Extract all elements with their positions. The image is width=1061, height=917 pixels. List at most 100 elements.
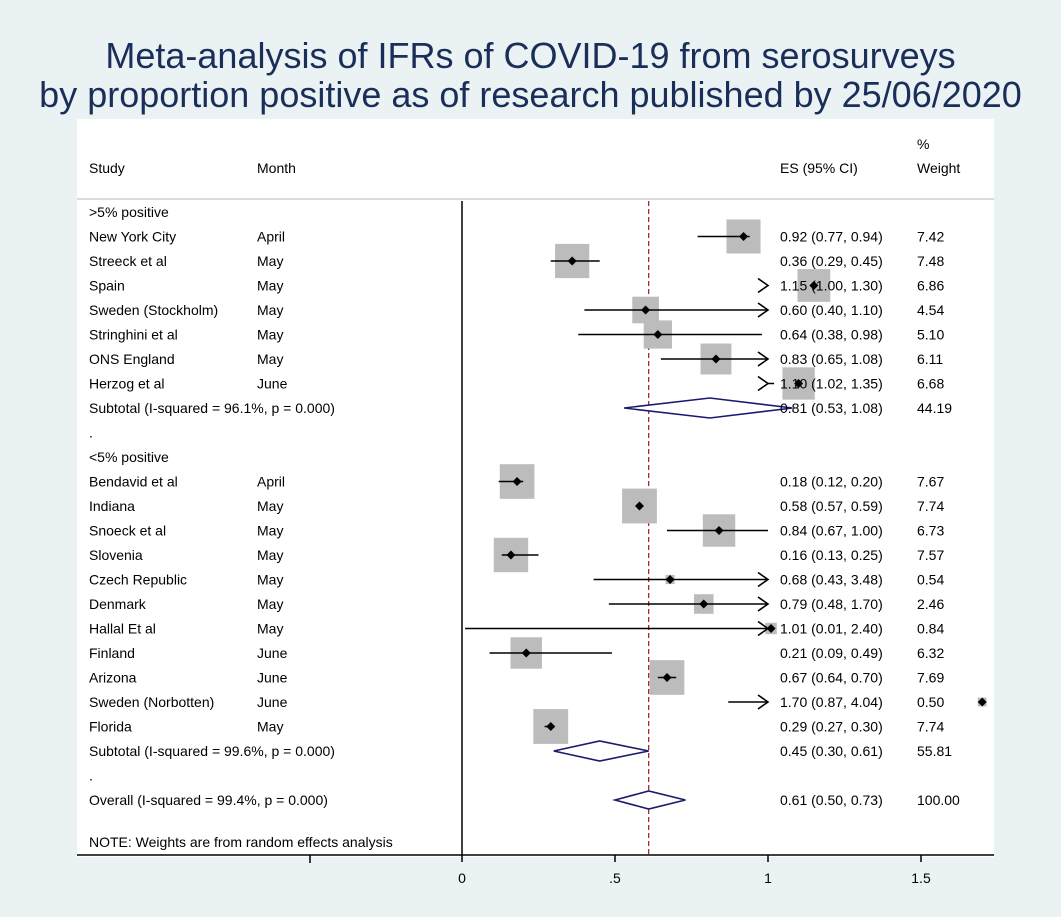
overall-diamond [611, 790, 686, 810]
header-es-ci: ES (95% CI) [780, 160, 858, 176]
point-estimate [809, 281, 819, 290]
point-estimate [512, 477, 522, 486]
x-tick-label: 1 [764, 870, 772, 886]
point-estimate [567, 256, 577, 266]
effect-size-ci: 1.70 (0.87, 4.04) [780, 694, 883, 710]
effect-size-ci: 0.83 (0.65, 1.08) [780, 351, 883, 367]
weight-value: 55.81 [917, 743, 952, 759]
spacer-dot: . [89, 425, 93, 441]
weight-value: 7.74 [917, 498, 944, 514]
study-name: Snoeck et al [89, 523, 166, 539]
subtotal-diamond [553, 740, 649, 762]
spacer-dot: . [89, 768, 93, 784]
study-name: Herzog et al [89, 376, 164, 392]
effect-size-ci: 1.15 (1.00, 1.30) [780, 278, 883, 294]
study-name: Spain [89, 278, 125, 294]
effect-size-ci: 1.01 (0.01, 2.40) [780, 621, 883, 637]
subtotal-label: Subtotal (I-squared = 99.6%, p = 0.000) [89, 743, 335, 759]
study-month: June [257, 376, 288, 392]
effect-size-ci: 0.60 (0.40, 1.10) [780, 302, 883, 318]
ci-arrow [757, 375, 770, 392]
point-estimate [766, 624, 776, 633]
study-name: Stringhini et al [89, 327, 178, 343]
ci-arrow [757, 694, 770, 710]
ci-arrow [757, 277, 770, 294]
effect-size-ci: 0.67 (0.64, 0.70) [780, 670, 883, 686]
x-tick-label: 0 [458, 870, 466, 886]
point-estimate [521, 648, 531, 658]
point-estimate [977, 697, 987, 707]
study-name: Denmark [89, 596, 147, 612]
weight-value: 7.48 [917, 253, 944, 269]
study-month: April [257, 474, 285, 490]
effect-size-ci: 0.79 (0.48, 1.70) [780, 596, 883, 612]
study-month: May [257, 278, 283, 294]
study-month: May [257, 523, 283, 539]
study-name: Sweden (Stockholm) [89, 302, 218, 318]
weight-value: 7.42 [917, 229, 944, 245]
study-name: ONS England [89, 351, 175, 367]
study-month: May [257, 621, 283, 637]
weight-value: 6.73 [917, 523, 944, 539]
study-name: Slovenia [89, 547, 143, 563]
study-month: May [257, 547, 283, 563]
study-month: May [257, 327, 283, 343]
header-weight: Weight [917, 160, 960, 176]
study-month: May [257, 719, 283, 735]
ci-arrow [757, 351, 770, 367]
ci-arrow [757, 596, 770, 612]
effect-size-ci: 0.58 (0.57, 0.59) [780, 498, 883, 514]
subtotal-label: Subtotal (I-squared = 96.1%, p = 0.000) [89, 400, 335, 416]
effect-size-ci: 0.61 (0.50, 0.73) [780, 792, 883, 808]
study-name: Hallal Et al [89, 621, 156, 637]
chart-title-line-1: Meta-analysis of IFRs of COVID-19 from s… [105, 35, 956, 76]
study-month: May [257, 302, 283, 318]
effect-size-ci: 0.21 (0.09, 0.49) [780, 645, 883, 661]
weight-value: 100.00 [917, 792, 960, 808]
effect-size-ci: 0.68 (0.43, 3.48) [780, 572, 883, 588]
weight-value: 6.86 [917, 278, 944, 294]
study-month: May [257, 498, 283, 514]
weight-value: 0.54 [917, 572, 944, 588]
study-month: May [257, 253, 283, 269]
weight-value: 6.68 [917, 376, 944, 392]
study-name: Czech Republic [89, 572, 187, 588]
effect-size-ci: 0.18 (0.12, 0.20) [780, 474, 883, 490]
weight-value: 4.54 [917, 302, 944, 318]
effect-size-ci: 0.16 (0.13, 0.25) [780, 547, 883, 563]
effect-size-ci: 0.64 (0.38, 0.98) [780, 327, 883, 343]
point-estimate [739, 232, 749, 241]
study-month: May [257, 596, 283, 612]
study-name: Finland [89, 645, 135, 661]
effect-size-ci: 0.92 (0.77, 0.94) [780, 229, 883, 245]
point-estimate [546, 722, 556, 731]
point-estimate [711, 354, 721, 364]
study-name: Arizona [89, 670, 137, 686]
point-estimate [641, 305, 651, 315]
point-estimate [794, 379, 804, 388]
point-estimate [714, 526, 724, 535]
effect-size-ci: 1.10 (1.02, 1.35) [780, 376, 883, 392]
weight-value: 6.32 [917, 645, 944, 661]
overall-label: Overall (I-squared = 99.4%, p = 0.000) [89, 792, 328, 808]
study-month: June [257, 694, 288, 710]
effect-size-ci: 0.84 (0.67, 1.00) [780, 523, 883, 539]
weight-value: 6.11 [917, 351, 943, 367]
subtotal-diamond [624, 397, 793, 419]
group-label: <5% positive [89, 449, 169, 465]
study-name: Florida [89, 719, 132, 735]
effect-size-ci: 0.45 (0.30, 0.61) [780, 743, 883, 759]
weight-value: 0.84 [917, 621, 944, 637]
study-name: Bendavid et al [89, 474, 178, 490]
study-name: Indiana [89, 498, 135, 514]
header-weight-percent: % [917, 136, 929, 152]
weight-value: 7.67 [917, 474, 944, 490]
point-estimate [653, 330, 663, 339]
weight-value: 2.46 [917, 596, 944, 612]
ci-arrow [757, 302, 770, 318]
weight-value: 0.50 [917, 694, 944, 710]
weight-value: 7.69 [917, 670, 944, 686]
study-name: Streeck et al [89, 253, 167, 269]
chart-title-line-2: by proportion positive as of research pu… [39, 74, 1022, 115]
effect-size-ci: 0.81 (0.53, 1.08) [780, 400, 883, 416]
